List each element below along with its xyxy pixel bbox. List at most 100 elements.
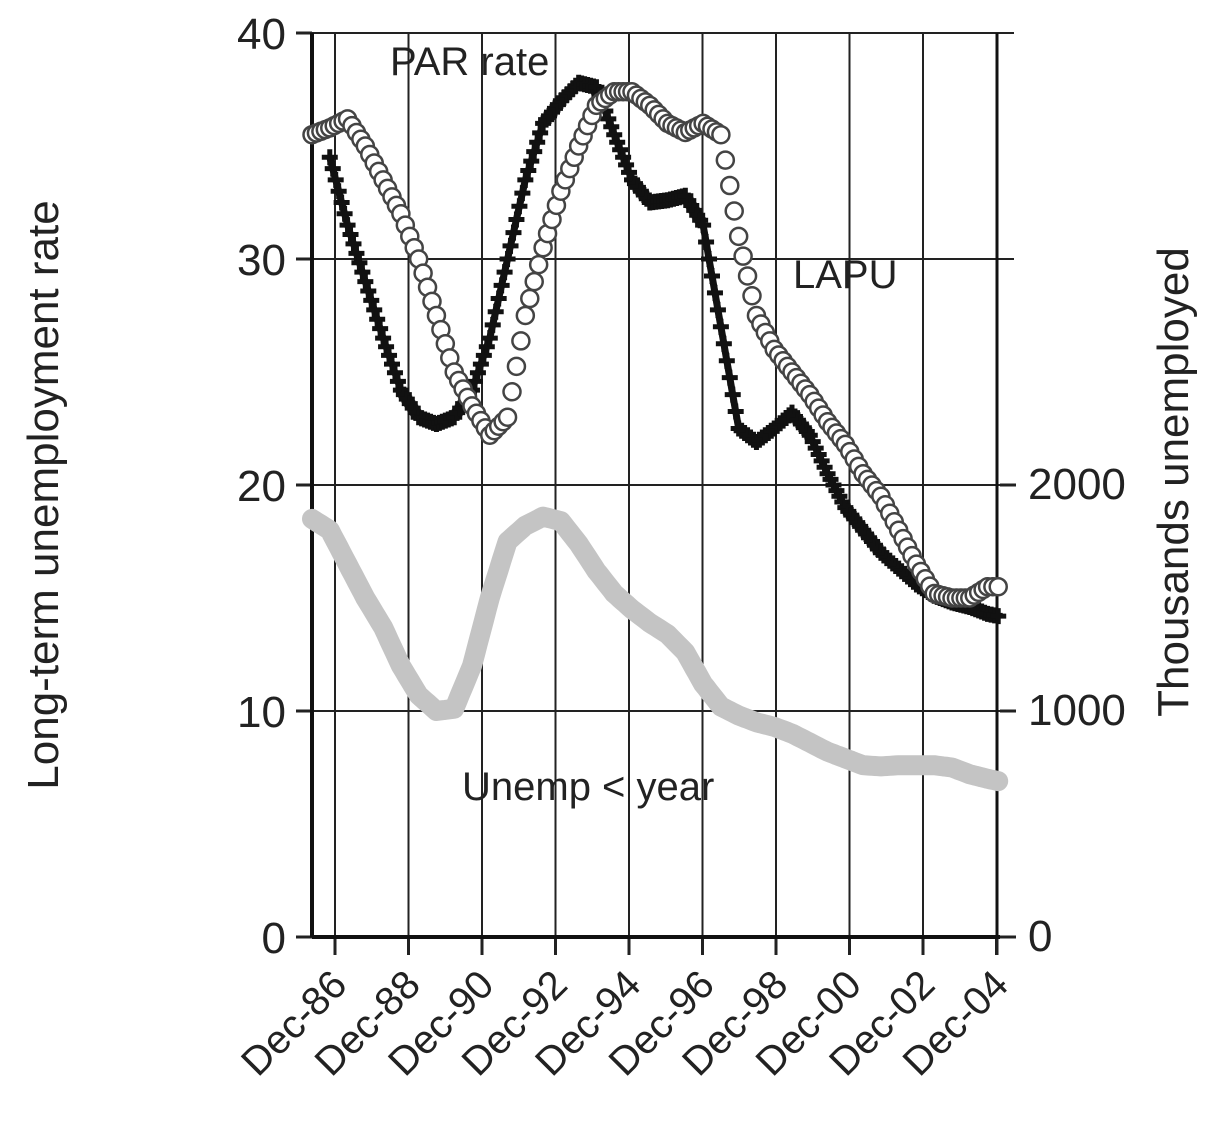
data-point — [321, 149, 338, 166]
data-point — [453, 707, 456, 710]
data-point — [327, 171, 344, 188]
data-point — [529, 134, 546, 151]
data-point — [724, 201, 744, 221]
data-point — [488, 597, 491, 599]
series-line — [302, 506, 1009, 792]
series-label: LAPU — [793, 253, 898, 297]
data-point — [844, 757, 847, 760]
series-layer — [302, 74, 1009, 792]
data-point — [515, 305, 536, 326]
data-point — [514, 185, 531, 202]
data-point — [666, 633, 669, 636]
data-point — [508, 211, 525, 228]
data-point — [706, 284, 723, 301]
data-point — [712, 318, 729, 335]
data-point — [345, 235, 362, 252]
y-tick-label-right: 1000 — [1028, 686, 1126, 735]
data-point — [369, 311, 386, 328]
data-point — [472, 356, 489, 373]
data-point — [737, 714, 740, 717]
data-point — [348, 245, 365, 262]
y-tick-label-left: 30 — [237, 236, 286, 285]
data-point — [711, 124, 731, 145]
data-point — [386, 364, 403, 381]
data-point — [528, 254, 549, 275]
data-point — [988, 576, 1008, 597]
data-point — [737, 266, 758, 286]
data-point — [742, 285, 762, 306]
data-point — [755, 721, 758, 724]
data-point — [933, 764, 936, 767]
data-point — [478, 338, 495, 355]
data-point — [951, 766, 953, 769]
data-point — [417, 694, 420, 697]
y-tick-label-left: 20 — [237, 462, 286, 511]
data-point — [381, 347, 398, 364]
data-point — [773, 725, 776, 728]
data-point — [475, 347, 492, 364]
data-point — [719, 705, 722, 708]
data-point — [808, 741, 811, 744]
data-point — [724, 386, 741, 403]
data-point — [595, 569, 598, 572]
data-point — [511, 331, 531, 351]
data-point — [709, 301, 726, 318]
data-point — [862, 764, 865, 767]
data-point — [366, 301, 383, 318]
data-point — [577, 542, 580, 545]
data-point — [481, 330, 498, 347]
data-point — [520, 162, 537, 179]
data-point — [435, 710, 438, 712]
y-axis-title-left: Long-term unemployment rate — [19, 200, 68, 789]
data-point — [506, 540, 509, 543]
data-point — [523, 153, 540, 170]
data-point — [704, 267, 720, 284]
data-point — [517, 171, 534, 188]
data-point — [879, 765, 882, 768]
data-point — [986, 777, 989, 780]
data-point — [363, 292, 380, 309]
y-axis-title-right: Thousands unemployed — [1149, 247, 1198, 717]
data-point — [357, 273, 374, 290]
data-point — [542, 515, 545, 518]
data-point — [727, 403, 744, 420]
data-point — [698, 234, 715, 251]
data-point — [990, 608, 1007, 625]
data-point — [502, 382, 522, 402]
data-point — [382, 626, 385, 629]
data-point — [897, 764, 900, 767]
data-point — [524, 271, 544, 292]
data-point — [311, 517, 313, 520]
y-tick-label-left: 0 — [262, 914, 286, 963]
data-point — [384, 356, 400, 373]
data-point — [466, 373, 483, 390]
data-point — [328, 529, 331, 532]
series-label: PAR rate — [390, 40, 549, 84]
data-point — [502, 237, 519, 254]
data-point — [721, 369, 738, 386]
data-point — [399, 664, 402, 667]
data-point — [826, 750, 829, 753]
data-point — [718, 352, 735, 369]
data-point — [499, 251, 516, 267]
data-point — [490, 290, 507, 307]
data-point — [526, 143, 543, 160]
data-point — [631, 608, 633, 611]
data-point — [354, 264, 371, 281]
data-point — [324, 160, 341, 177]
data-point — [791, 732, 793, 735]
data-point — [330, 183, 347, 200]
data-point — [915, 764, 918, 767]
data-point — [648, 621, 651, 624]
data-point — [728, 226, 749, 247]
data-point — [372, 320, 389, 337]
data-point — [351, 254, 368, 271]
series-label: Unemp < year — [462, 765, 714, 809]
axes — [296, 31, 1016, 955]
series-lapu — [302, 82, 1008, 608]
data-point — [342, 226, 359, 243]
data-point — [715, 335, 732, 352]
data-point — [487, 303, 504, 320]
data-point — [469, 364, 486, 381]
data-point — [511, 198, 528, 215]
